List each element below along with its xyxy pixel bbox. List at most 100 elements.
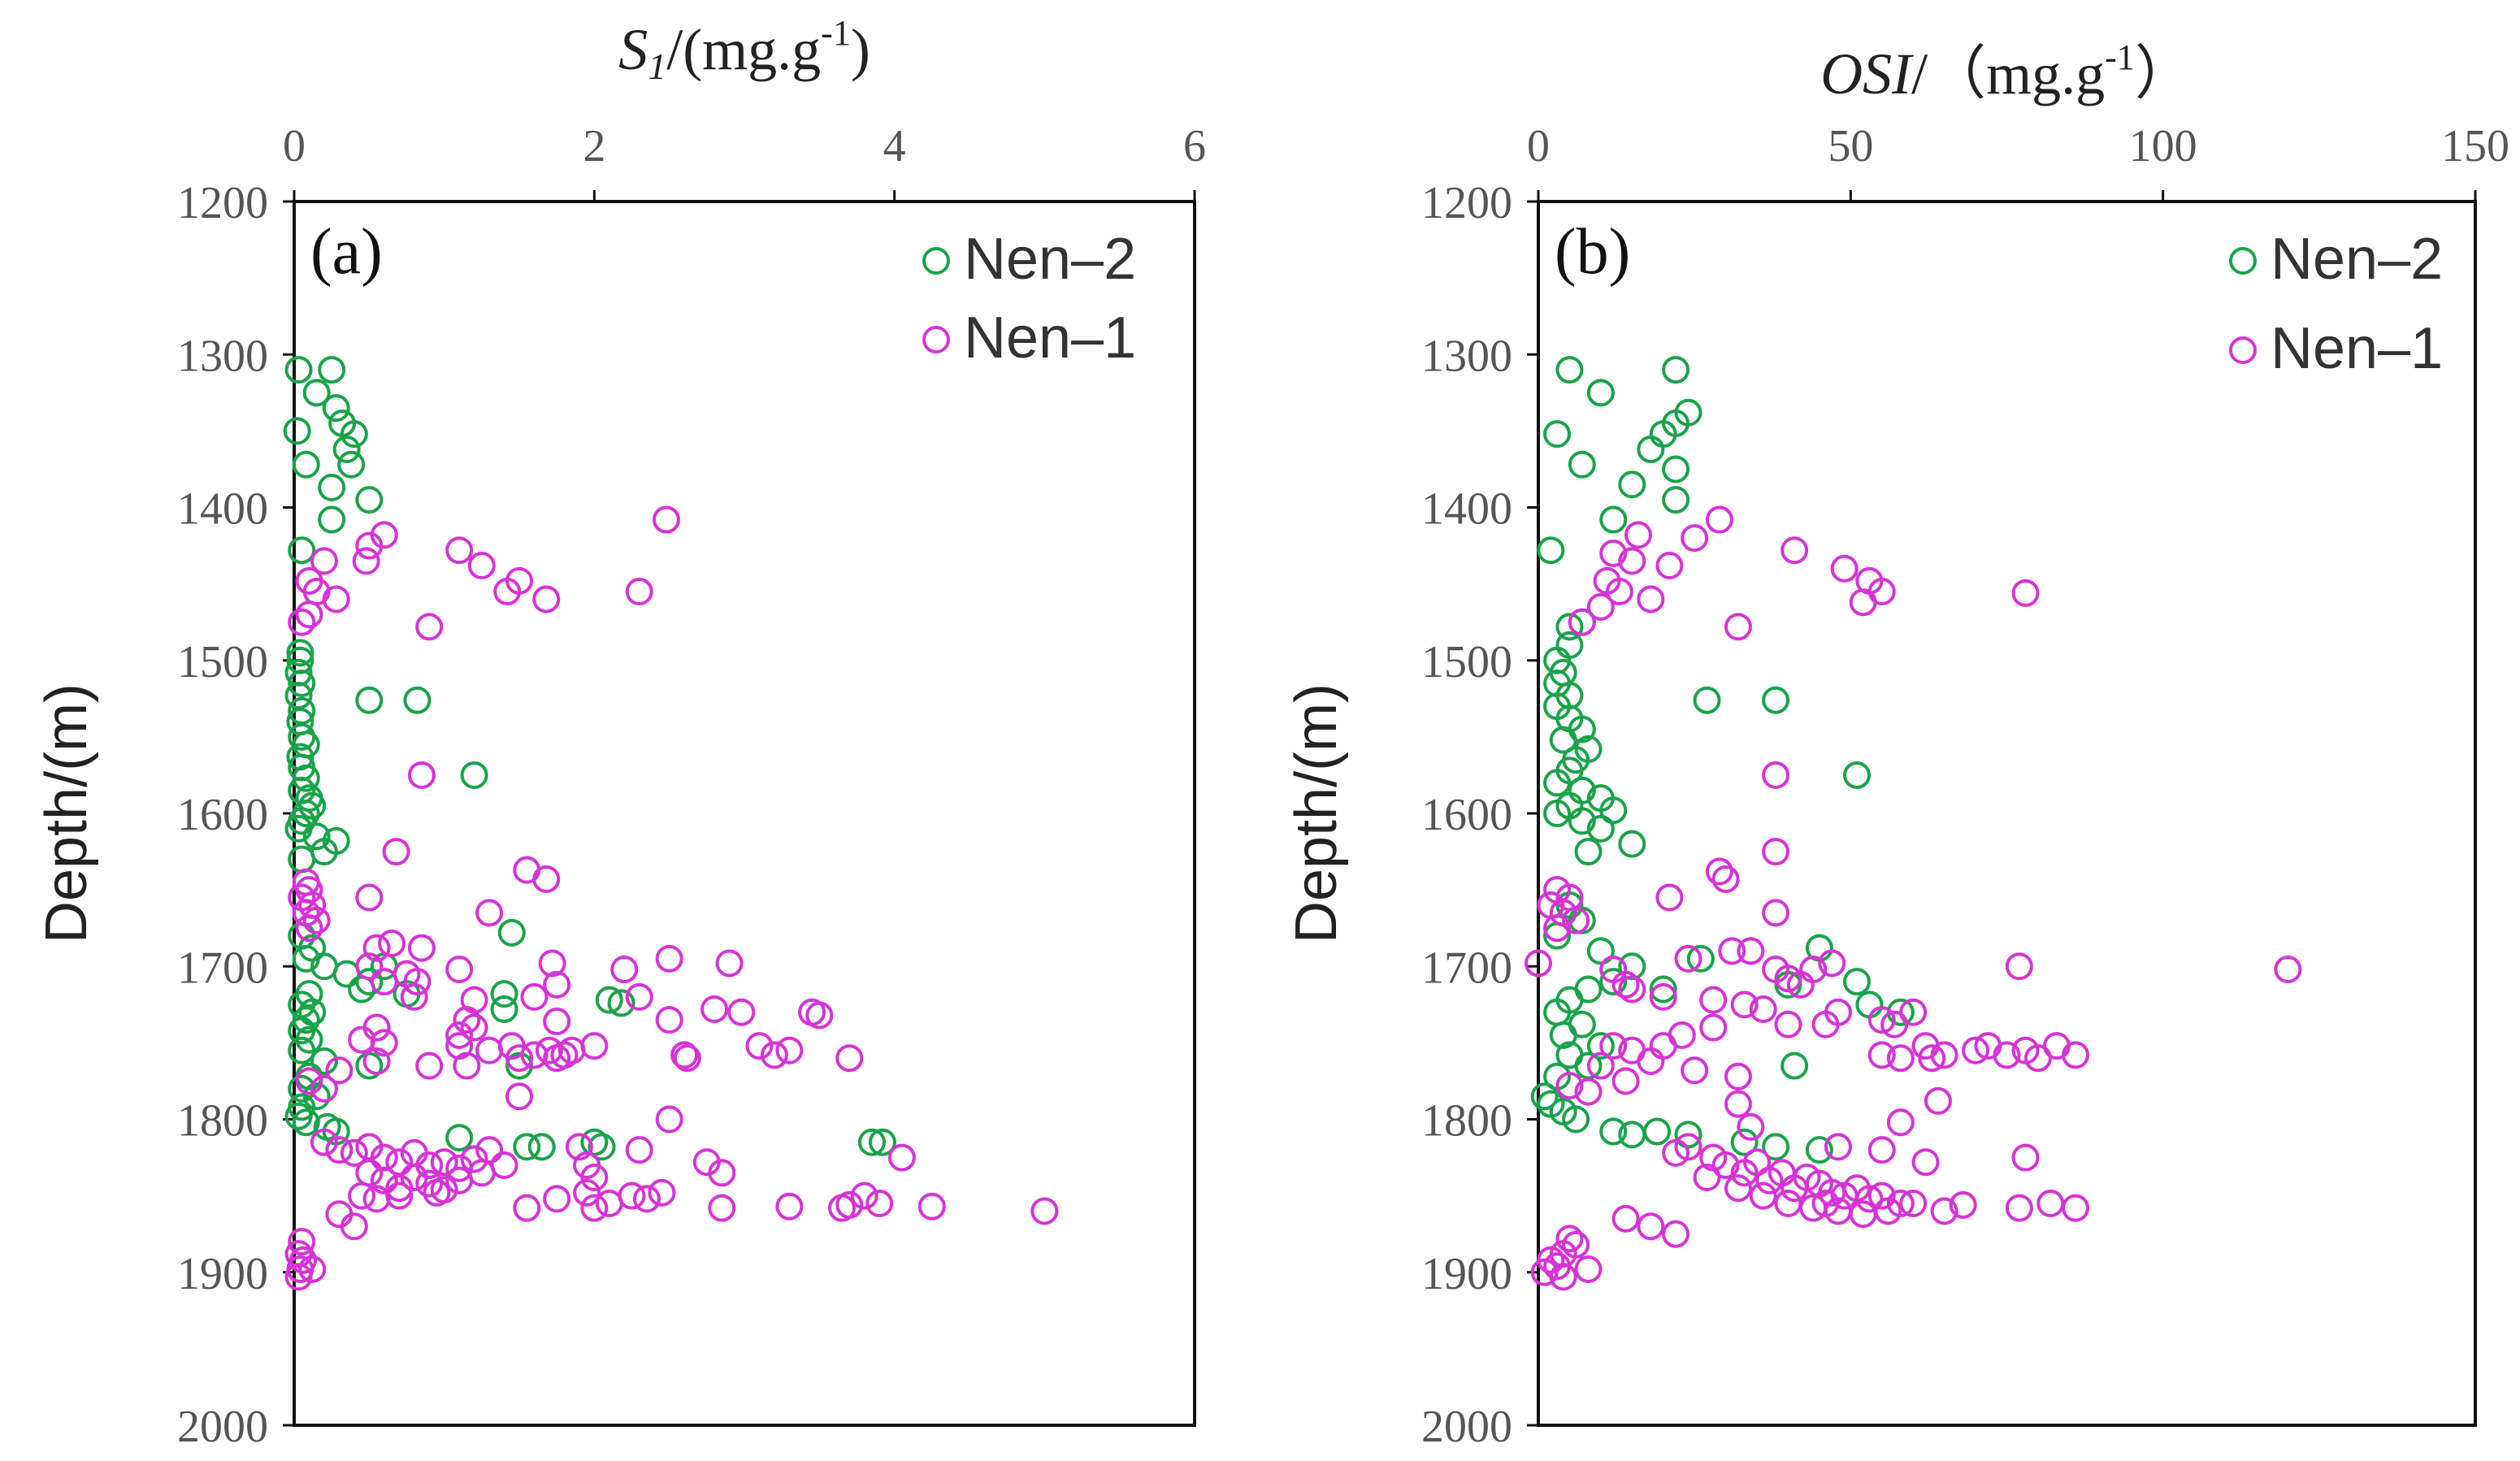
data-point (1818, 949, 1846, 978)
data-point (1655, 883, 1684, 912)
data-point (1737, 937, 1765, 965)
data-point (2005, 1194, 2033, 1222)
data-point (284, 1263, 313, 1291)
y-tick-label: 1700 (177, 943, 268, 993)
data-point (532, 865, 561, 893)
data-point (2274, 956, 2302, 984)
data-point (1711, 1151, 1740, 1179)
panel-label: (b) (1555, 216, 1630, 288)
data-point (1724, 1174, 1752, 1203)
data-point (1674, 1133, 1702, 1161)
data-point (1762, 1133, 1790, 1161)
data-point (355, 531, 384, 560)
data-point (318, 474, 346, 502)
data-point (1662, 455, 1690, 483)
data-point (1618, 830, 1646, 858)
data-point (1599, 796, 1628, 825)
data-point (284, 1102, 313, 1130)
data-point (284, 356, 313, 384)
data-point (1930, 1041, 1958, 1069)
data-point (1880, 1010, 1909, 1038)
data-point (1855, 991, 1884, 1019)
data-point (1799, 956, 1828, 984)
data-point (1637, 1212, 1665, 1241)
data-point (423, 1178, 451, 1207)
y-tick-label: 1600 (1421, 790, 1512, 840)
data-point (1867, 1041, 1896, 1069)
data-point (1918, 1044, 1946, 1073)
data-point (460, 761, 488, 789)
data-point (1655, 552, 1684, 580)
data-point (288, 536, 316, 565)
data-point (1649, 975, 1677, 1004)
y-tick-label: 1800 (1421, 1096, 1512, 1147)
data-point (337, 450, 366, 479)
data-point (580, 1164, 609, 1192)
data-point (445, 536, 474, 565)
legend-label-nen-2: Nen–2 (964, 227, 1136, 292)
data-point (1568, 807, 1596, 835)
data-point (1599, 505, 1628, 534)
data-point (1574, 838, 1603, 866)
data-point (1543, 800, 1572, 827)
data-point (288, 1036, 316, 1064)
data-point (362, 1047, 391, 1075)
y-tick-label: 2000 (1421, 1402, 1512, 1452)
data-point (595, 1190, 623, 1218)
data-point (625, 578, 653, 606)
data-point (355, 968, 384, 996)
data-point (1811, 1010, 1840, 1038)
data-point (1611, 1067, 1640, 1095)
x-tick-label: 4 (883, 121, 906, 171)
data-point (355, 952, 384, 981)
data-point (1543, 420, 1572, 449)
data-point (1930, 1197, 1958, 1225)
legend-label-nen-2: Nen–2 (2271, 227, 2443, 292)
legend-marker-nen-1 (922, 326, 950, 353)
legend-marker-nen-1 (2229, 336, 2257, 364)
series-nen-1 (1525, 505, 2302, 1291)
data-point (745, 1032, 774, 1060)
data-point (497, 918, 526, 947)
data-point (655, 1105, 683, 1134)
x-tick-label: 6 (1183, 121, 1206, 171)
data-point (475, 899, 504, 927)
data-point (535, 1036, 563, 1064)
data-point (632, 1185, 661, 1213)
data-point (284, 682, 313, 710)
data-point (1525, 949, 1552, 978)
x-axis-title-var: S (618, 17, 648, 82)
data-point (370, 1166, 398, 1194)
data-point (588, 1133, 616, 1161)
x-axis-title-var: OSI (1820, 41, 1914, 106)
data-point (332, 435, 361, 463)
x-axis-title-close: ) (851, 17, 870, 82)
data-point (1993, 1041, 2021, 1069)
data-point (543, 1008, 571, 1036)
data-point (1749, 1181, 1777, 1210)
data-point (490, 995, 518, 1023)
data-point (403, 686, 432, 714)
data-point (1774, 1010, 1802, 1038)
data-point (1724, 613, 1752, 641)
data-point (670, 1041, 699, 1069)
data-point (1605, 578, 1633, 606)
data-point (490, 1151, 518, 1179)
data-point (1699, 1013, 1728, 1042)
legend-label-nen-1: Nen–1 (2271, 316, 2443, 381)
data-point (835, 1190, 864, 1219)
data-point (1586, 814, 1615, 843)
data-point (1949, 1190, 1977, 1219)
data-point (625, 982, 653, 1011)
data-point (1586, 1032, 1615, 1060)
data-point (513, 1133, 541, 1161)
data-point (565, 1133, 593, 1161)
data-point (362, 934, 391, 962)
data-point (1574, 1077, 1603, 1106)
data-point (775, 1036, 804, 1064)
data-point (1824, 1133, 1852, 1161)
x-tick-label: 150 (2441, 121, 2509, 171)
data-point (652, 505, 680, 534)
data-point (292, 944, 320, 973)
data-point (302, 822, 331, 851)
